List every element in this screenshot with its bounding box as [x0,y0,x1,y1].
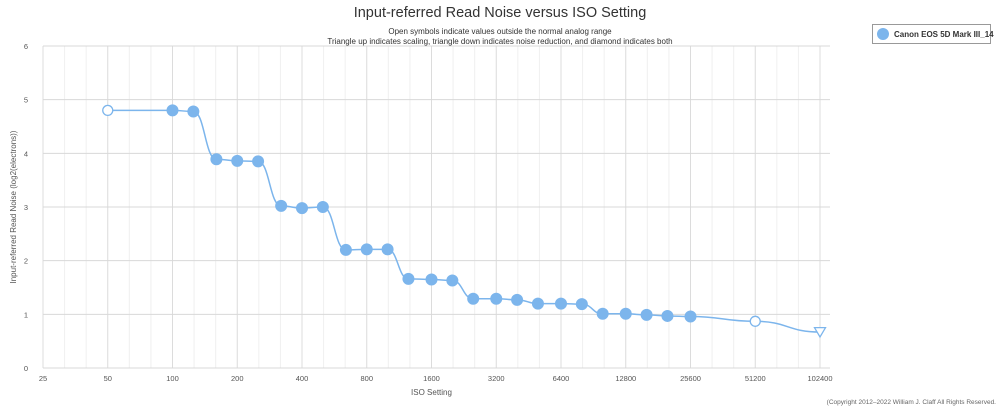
data-point-triangle-down [813,326,827,339]
grid-lines [42,45,830,369]
series-line [107,109,821,333]
data-point [275,199,288,212]
y-tick-label: 3 [24,203,28,212]
data-point [381,243,394,256]
x-tick-label: 12800 [615,374,636,383]
data-point [661,309,674,322]
data-point [555,297,567,310]
data-point [684,310,697,323]
data-point [490,292,503,305]
data-point [619,307,632,320]
data-point [446,274,459,287]
data-point [402,272,415,285]
x-tick-label: 25 [39,374,47,383]
x-tick-label: 400 [296,374,309,383]
data-point [210,153,223,166]
x-axis-title: ISO Setting [411,388,452,397]
x-tick-label: 6400 [553,374,570,383]
data-point [575,298,588,311]
data-point [296,202,308,215]
y-tick-label: 1 [24,310,28,319]
data-point [231,154,244,167]
data-point-open [102,104,114,117]
x-tick-label: 1600 [423,374,440,383]
axes: 25 50 100 200 400 800 1600 3200 6400 12800 25600 51… [24,42,833,383]
x-tick-label: 3200 [488,374,505,383]
data-point [360,243,373,256]
chart-subtitle-line-1: Open symbols indicate values outside the… [388,27,612,36]
x-tick-label: 800 [360,374,373,383]
data-point [511,293,524,306]
data-point [339,243,352,256]
data-point [596,307,609,320]
data-point [166,104,179,117]
data-series[interactable] [102,104,827,339]
y-axis-title: Input-referred Read Noise (log2(electron… [9,130,18,283]
data-point [531,297,544,310]
y-tick-label: 4 [24,149,28,158]
chart-subtitle-line-2: Triangle up indicates scaling, triangle … [327,37,673,46]
legend-item[interactable]: Canon EOS 5D Mark III_14 [872,24,994,44]
legend-circle-icon [877,28,889,40]
y-tick-label: 6 [24,42,28,51]
y-tick-label: 2 [24,257,28,266]
data-point [252,155,265,168]
data-point [187,105,200,118]
y-tick-label: 0 [24,364,28,373]
data-point-open [749,315,761,327]
x-tick-label: 200 [231,374,244,383]
x-tick-label: 102400 [807,374,832,383]
data-point [316,201,329,213]
copyright-notice: (Copyright 2012–2022 William J. Claff Al… [826,399,996,406]
data-point [640,308,653,321]
y-tick-label: 5 [24,96,28,105]
x-tick-label: 100 [166,374,179,383]
chart-title: Input-referred Read Noise versus ISO Set… [353,5,647,21]
data-point [467,292,480,305]
data-point [425,273,438,286]
legend-label: Canon EOS 5D Mark III_14 [894,29,994,39]
x-tick-label: 51200 [745,374,766,383]
x-tick-label: 50 [104,374,112,383]
x-tick-label: 25600 [680,374,701,383]
